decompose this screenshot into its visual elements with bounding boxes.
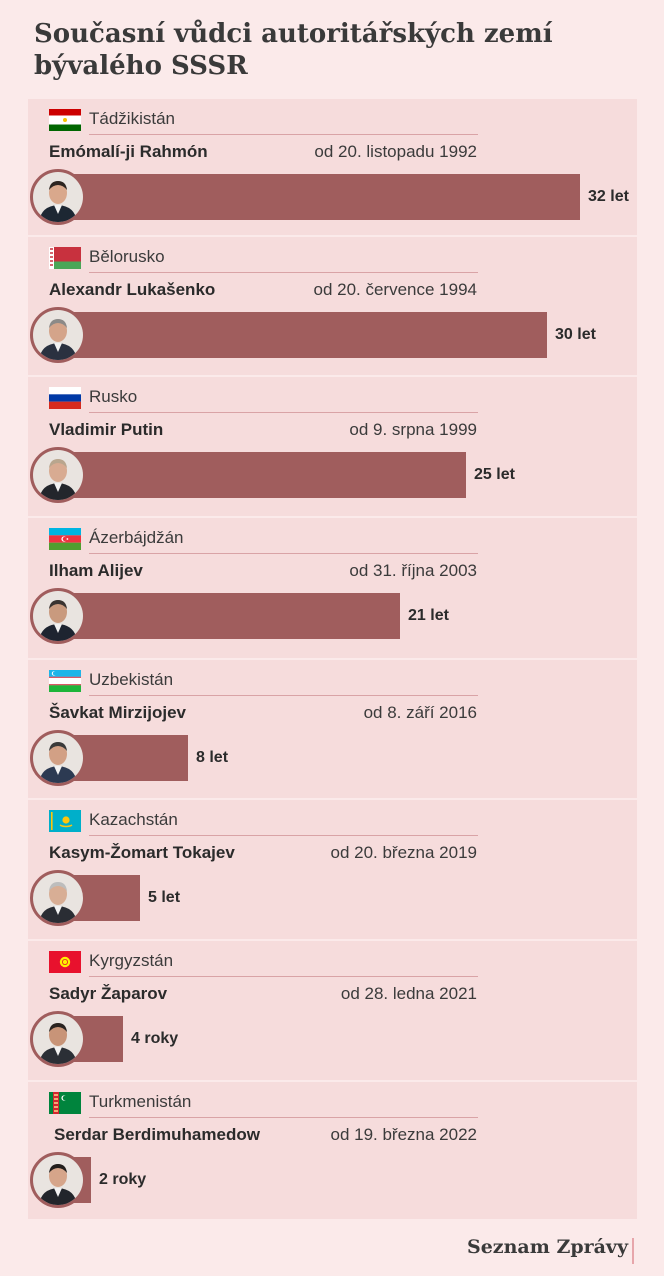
- leader-name: Sadyr Žaparov: [49, 984, 168, 1003]
- bar: [50, 593, 400, 639]
- country-label: Bělorusko: [89, 247, 165, 266]
- value-label: 2 roky: [99, 1171, 147, 1188]
- row-divider: [89, 976, 478, 977]
- value-label: 5 let: [148, 889, 181, 906]
- country-label: Rusko: [89, 387, 138, 406]
- row-divider: [89, 134, 478, 135]
- leader-portrait-icon: [30, 870, 86, 926]
- since-date: od 31. října 2003: [349, 561, 477, 580]
- flag-azerbaijan-icon: [49, 528, 81, 550]
- row-divider: [89, 1117, 478, 1118]
- country-label: Tádžikistán: [89, 109, 175, 128]
- since-date: od 9. srpna 1999: [349, 420, 477, 439]
- leader-portrait-icon: [30, 169, 86, 225]
- leader-portrait-icon: [30, 307, 86, 363]
- value-label: 4 roky: [131, 1030, 179, 1047]
- leader-portrait-icon: [30, 1011, 86, 1067]
- leader-name: Alexandr Lukašenko: [49, 280, 216, 299]
- value-label: 25 let: [474, 466, 515, 483]
- since-date: od 19. března 2022: [330, 1125, 477, 1144]
- value-label: 8 let: [196, 749, 229, 766]
- bar: [50, 452, 466, 498]
- flag-uzbekistan-icon: [49, 670, 81, 692]
- row-divider: [89, 412, 478, 413]
- row-divider: [89, 553, 478, 554]
- value-label: 30 let: [555, 326, 596, 343]
- country-label: Kazachstán: [89, 810, 178, 829]
- row-divider: [89, 272, 478, 273]
- bar: [50, 312, 547, 358]
- row-divider: [89, 835, 478, 836]
- country-label: Kyrgyzstán: [89, 951, 174, 970]
- leader-name: Šavkat Mirzijojev: [49, 703, 187, 722]
- since-date: od 28. ledna 2021: [340, 984, 477, 1003]
- country-label: Uzbekistán: [89, 670, 174, 689]
- brand-accent: [632, 1238, 634, 1264]
- leader-portrait-icon: [30, 1152, 86, 1208]
- leader-portrait-icon: [30, 730, 86, 786]
- since-date: od 20. července 1994: [313, 280, 477, 299]
- row-card: [28, 941, 637, 1080]
- row-card: [28, 1082, 637, 1219]
- flag-turkmenistan-icon: [49, 1092, 81, 1114]
- since-date: od 8. září 2016: [363, 703, 477, 722]
- country-label: Turkmenistán: [89, 1092, 192, 1111]
- flag-tajikistan-icon: [49, 109, 81, 131]
- since-date: od 20. března 2019: [330, 843, 477, 862]
- leader-portrait-icon: [30, 447, 86, 503]
- bar: [50, 174, 580, 220]
- flag-russia-icon: [49, 387, 81, 409]
- leader-name: Emómalí-ji Rahmón: [49, 142, 208, 161]
- flag-kyrgyzstan-icon: [49, 951, 81, 973]
- leader-name: Serdar Berdimuhamedow: [54, 1125, 260, 1144]
- flag-belarus-icon: [49, 247, 81, 269]
- row-divider: [89, 695, 478, 696]
- leader-name: Kasym-Žomart Tokajev: [49, 843, 235, 862]
- leader-name: Ilham Alijev: [49, 561, 143, 580]
- value-label: 21 let: [408, 607, 449, 624]
- chart-title: Současní vůdci autoritářských zemí býval…: [34, 19, 553, 81]
- since-date: od 20. listopadu 1992: [314, 142, 477, 161]
- leader-portrait-icon: [30, 588, 86, 644]
- brand-logo: Seznam Zprávy: [467, 1236, 628, 1258]
- country-label: Ázerbájdžán: [89, 528, 184, 547]
- leader-name: Vladimir Putin: [49, 420, 164, 439]
- value-label: 32 let: [588, 188, 629, 205]
- flag-kazakhstan-icon: [49, 810, 81, 832]
